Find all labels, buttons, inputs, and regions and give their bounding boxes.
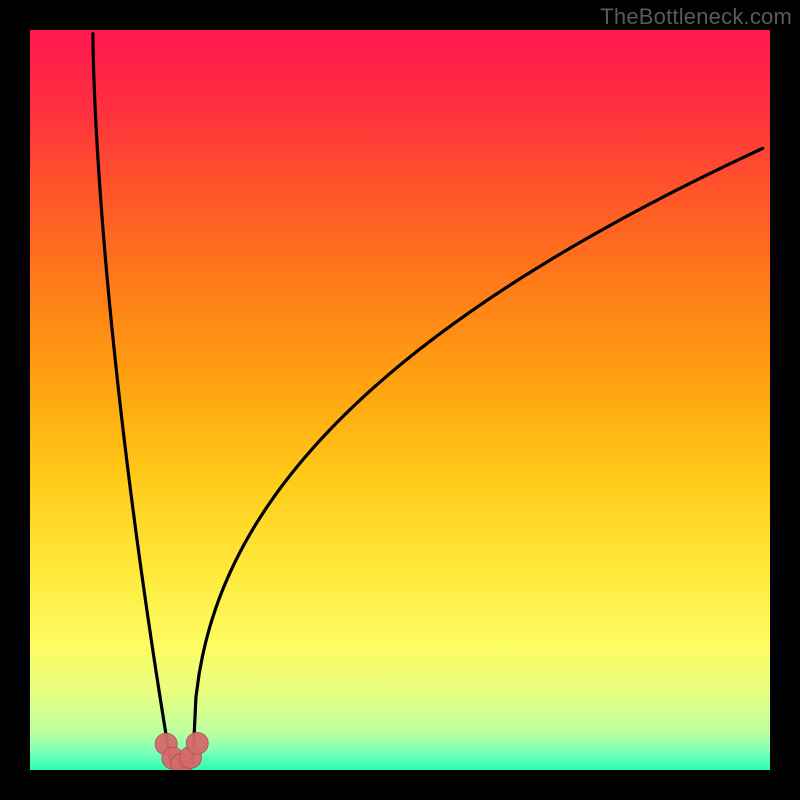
attribution-text: TheBottleneck.com bbox=[600, 4, 792, 30]
valley-marker bbox=[186, 732, 208, 754]
bottleneck-chart bbox=[0, 0, 800, 800]
plot-area bbox=[30, 30, 770, 770]
